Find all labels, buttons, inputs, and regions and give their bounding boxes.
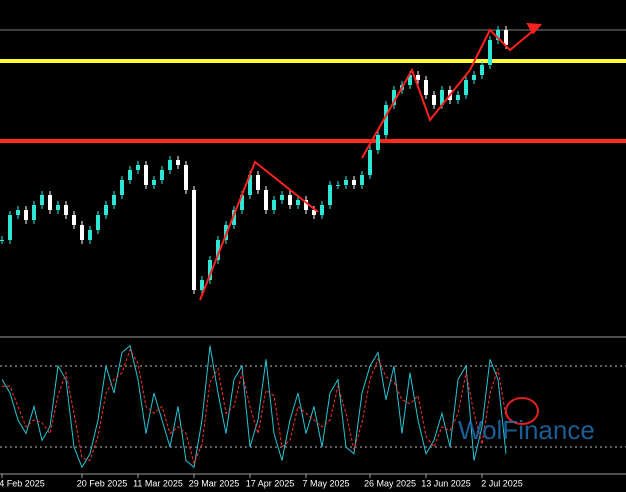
candle-body xyxy=(120,180,124,195)
candle-body xyxy=(408,75,412,85)
candle-body xyxy=(480,65,484,75)
candle-body xyxy=(304,200,308,210)
x-tick-label: 13 Jun 2025 xyxy=(421,478,471,488)
candle-body xyxy=(64,205,68,215)
watermark: WolFinance xyxy=(458,415,595,445)
candle-body xyxy=(504,30,508,45)
annotation-arrows xyxy=(199,22,543,301)
candle-body xyxy=(176,160,180,165)
candle-body xyxy=(240,195,244,210)
candle-body xyxy=(336,185,340,186)
candle-body xyxy=(8,215,12,240)
x-tick-label: 2 Jul 2025 xyxy=(481,478,523,488)
candle-body xyxy=(48,195,52,210)
candle-body xyxy=(320,205,324,215)
candle-body xyxy=(0,240,4,241)
x-tick-label: 11 Mar 2025 xyxy=(133,478,183,488)
candle-body xyxy=(216,240,220,260)
arrow xyxy=(361,24,541,159)
arrow xyxy=(199,160,319,301)
candle-body xyxy=(56,205,60,210)
candle-body xyxy=(360,175,364,185)
candle-body xyxy=(496,30,500,40)
candle-body xyxy=(128,170,132,180)
candle-body xyxy=(40,195,44,205)
candle-body xyxy=(280,195,284,200)
candle-body xyxy=(440,90,444,105)
candle-body xyxy=(264,190,268,210)
oscillator-line xyxy=(1,344,507,469)
candle-body xyxy=(456,95,460,100)
candle-body xyxy=(256,175,260,190)
candle-body xyxy=(288,195,292,205)
candle-body xyxy=(72,215,76,225)
candle-body xyxy=(352,180,356,185)
candle-body xyxy=(200,280,204,290)
candle-body xyxy=(32,205,36,220)
candle-body xyxy=(376,135,380,150)
candle-body xyxy=(272,200,276,210)
candle-body xyxy=(16,210,20,215)
candle-body xyxy=(248,175,252,195)
candle-body xyxy=(160,170,164,180)
candle-body xyxy=(88,230,92,240)
candle-body xyxy=(464,80,468,95)
candle-body xyxy=(232,210,236,225)
candle-body xyxy=(112,195,116,205)
x-tick-label: 26 May 2025 xyxy=(364,478,416,488)
candle-body xyxy=(184,165,188,190)
candle-body xyxy=(192,190,196,290)
candle-body xyxy=(424,80,428,95)
candle-body xyxy=(136,165,140,170)
candle-body xyxy=(368,150,372,175)
candle-body xyxy=(144,165,148,185)
candle-body xyxy=(208,260,212,280)
candle-body xyxy=(168,160,172,170)
arrow-head xyxy=(526,22,543,35)
x-tick-label: 4 Feb 2025 xyxy=(0,478,45,488)
candle-body xyxy=(328,185,332,205)
candle-body xyxy=(432,95,436,105)
x-tick-label: 29 Mar 2025 xyxy=(189,478,240,488)
candle-body xyxy=(384,105,388,135)
highlight-circle xyxy=(505,397,539,425)
candle-body xyxy=(488,40,492,65)
candle-body xyxy=(80,225,84,240)
candle-body xyxy=(472,75,476,80)
x-tick-label: 20 Feb 2025 xyxy=(77,478,128,488)
candle-body xyxy=(152,180,156,185)
candle-body xyxy=(96,215,100,230)
candle-body xyxy=(24,210,28,220)
candle-body xyxy=(296,200,300,205)
candle-body xyxy=(312,210,316,215)
candle-body xyxy=(392,90,396,105)
x-tick-label: 7 May 2025 xyxy=(302,478,349,488)
candle-body xyxy=(104,205,108,215)
x-tick-label: 17 Apr 2025 xyxy=(246,478,295,488)
oscillator-line xyxy=(2,348,507,465)
candle-body xyxy=(416,75,420,80)
candle-body xyxy=(344,180,348,185)
